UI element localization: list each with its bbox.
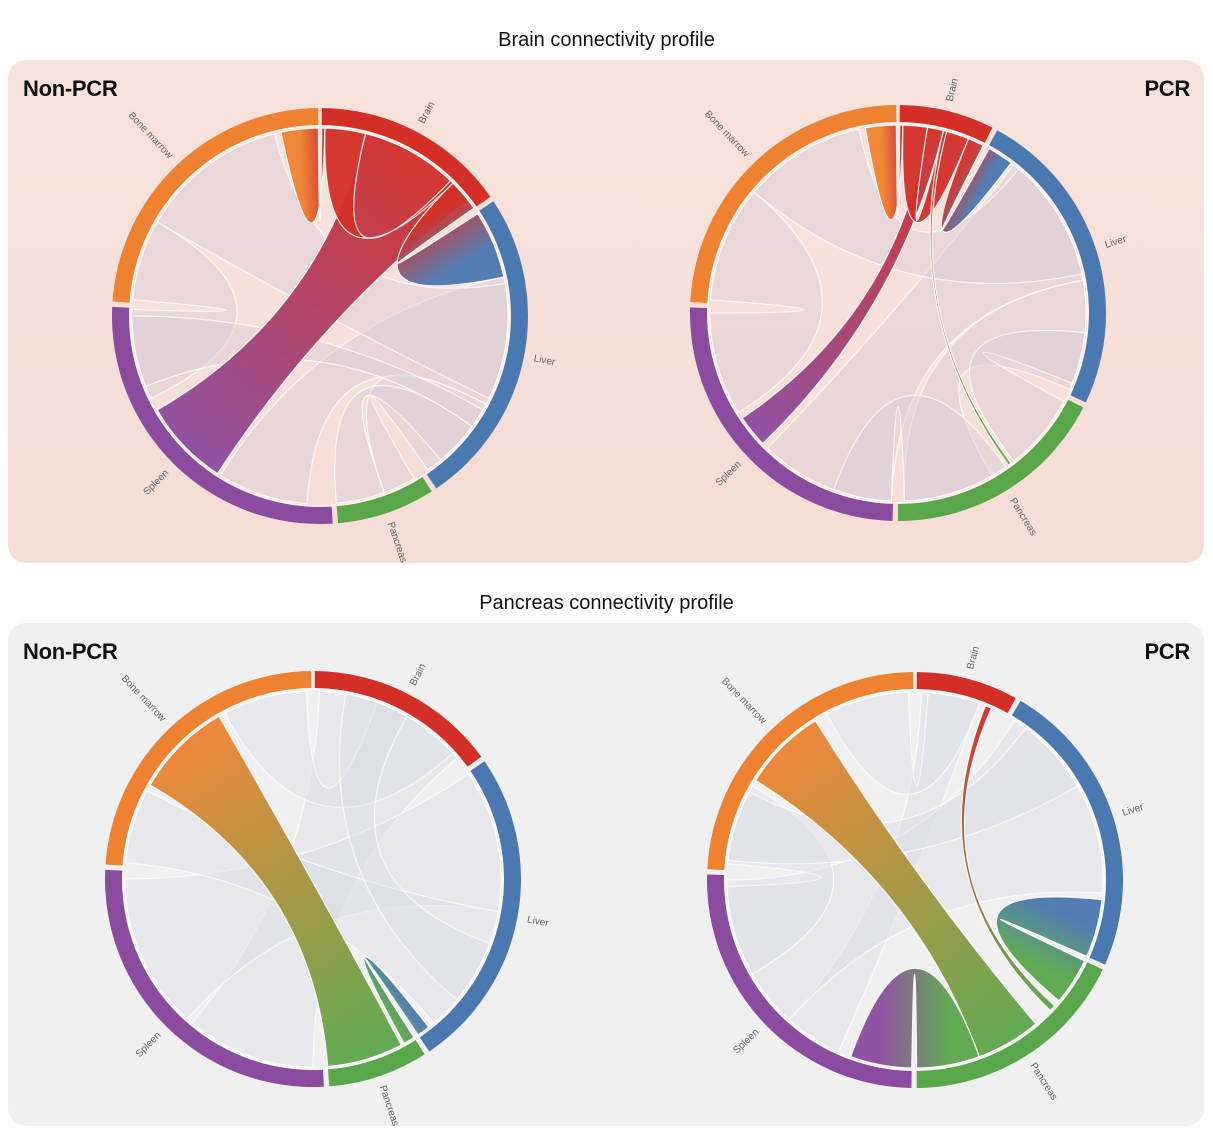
- segment-arc-spleen: [112, 306, 333, 524]
- faint-chord: [726, 785, 835, 975]
- segment-arc-brain: [314, 671, 482, 767]
- chord-brain-to-liver: [940, 137, 1012, 233]
- highlight-chords: [149, 715, 430, 1068]
- segment-arc-liver: [989, 130, 1107, 403]
- segment-arc-bone-marrow: [105, 671, 312, 866]
- segment-arc-spleen: [690, 307, 894, 521]
- inner-ring: [129, 125, 511, 507]
- segment-label-liver: Liver: [1104, 234, 1129, 251]
- segment-arc-pancreas: [327, 1040, 425, 1087]
- segment-arc-bone-marrow: [112, 108, 319, 303]
- segment-label-liver: Liver: [526, 914, 550, 929]
- highlight-chords: [754, 704, 1103, 1069]
- chord-pancreas-to-liver: [995, 896, 1103, 1002]
- chord-brain-to-pancreas: [929, 129, 1012, 466]
- segment-label-bone-marrow: Bone marrow: [702, 109, 752, 160]
- chord-brain-to-spleen: [741, 126, 945, 445]
- faint-chord: [727, 727, 1079, 865]
- segment-arc-bone-marrow: [690, 105, 897, 304]
- faint-chord: [832, 394, 1007, 502]
- segment-arc-pancreas: [898, 399, 1084, 521]
- segment-label-liver: Liver: [533, 353, 557, 368]
- segment-arc-brain: [899, 105, 993, 143]
- inner-ring: [724, 689, 1106, 1071]
- segment-arc-brain: [916, 672, 1016, 713]
- group-label-non-pcr: Non-PCR: [23, 639, 118, 664]
- chord-pancreas-to-spleen: [849, 967, 981, 1069]
- faint-chord: [709, 191, 823, 414]
- segment-arc-bone-marrow: [707, 672, 914, 871]
- chord-diagram-pancreas-pcr: Brain Liver Pancreas Spleen Bone marrow: [707, 645, 1146, 1103]
- faint-chord: [365, 374, 487, 494]
- chord-brain-to-bone-marrow: [280, 127, 326, 224]
- segment-arc-pancreas: [336, 477, 432, 524]
- highlight-chords: [741, 124, 1012, 466]
- faint-chord: [753, 128, 1083, 285]
- segment-label-brain: Brain: [965, 645, 982, 670]
- faint-chord: [339, 693, 491, 1001]
- inner-ring: [707, 122, 1089, 504]
- segment-label-pancreas: Pancreas: [1027, 1061, 1059, 1103]
- segment-label-bone-marrow: Bone marrow: [719, 676, 769, 727]
- section-title-brain: Brain connectivity profile: [498, 29, 715, 51]
- chord-pancreas-to-bone-marrow: [149, 715, 403, 1068]
- panel-brain-connectivity: Non-PCR PCR Brain Liver Pancreas Spleen Bone…: [8, 60, 1204, 563]
- segment-arc-pancreas: [916, 962, 1103, 1088]
- segment-arc-liver: [419, 761, 521, 1052]
- segment-label-spleen: Spleen: [731, 1027, 761, 1056]
- segment-arc-spleen: [105, 869, 324, 1087]
- panel-pancreas-connectivity: Non-PCR PCR Brain Liver Pancreas Spleen Bone…: [8, 623, 1204, 1126]
- group-label-non-pcr: Non-PCR: [23, 76, 118, 101]
- chord-brain-to-brain: [324, 127, 454, 239]
- segment-label-spleen: Spleen: [714, 459, 744, 488]
- chord-brain-to-liver: [396, 182, 505, 287]
- chord-pancreas-to-liver: [363, 956, 430, 1045]
- segment-label-pancreas: Pancreas: [1007, 496, 1038, 538]
- faint-chord: [825, 691, 981, 795]
- chord-pancreas-to-brain: [960, 704, 1056, 1012]
- segment-label-brain: Brain: [945, 77, 961, 102]
- inner-ring: [122, 688, 504, 1070]
- segment-arc-spleen: [707, 874, 912, 1088]
- group-label-pcr: PCR: [1144, 76, 1190, 101]
- segment-arc-liver: [1011, 700, 1124, 965]
- highlight-chords: [156, 127, 505, 475]
- segment-arc-liver: [426, 201, 528, 489]
- segment-label-liver: Liver: [1121, 802, 1146, 819]
- faint-chord: [968, 329, 1086, 462]
- chord-diagram-brain-pcr: Brain Liver Pancreas Spleen Bone marrow: [690, 77, 1129, 538]
- segment-arc-brain: [321, 108, 491, 207]
- section-title-pancreas: Pancreas connectivity profile: [479, 592, 734, 614]
- group-label-pcr: PCR: [1144, 639, 1190, 664]
- faint-chords: [709, 128, 1087, 502]
